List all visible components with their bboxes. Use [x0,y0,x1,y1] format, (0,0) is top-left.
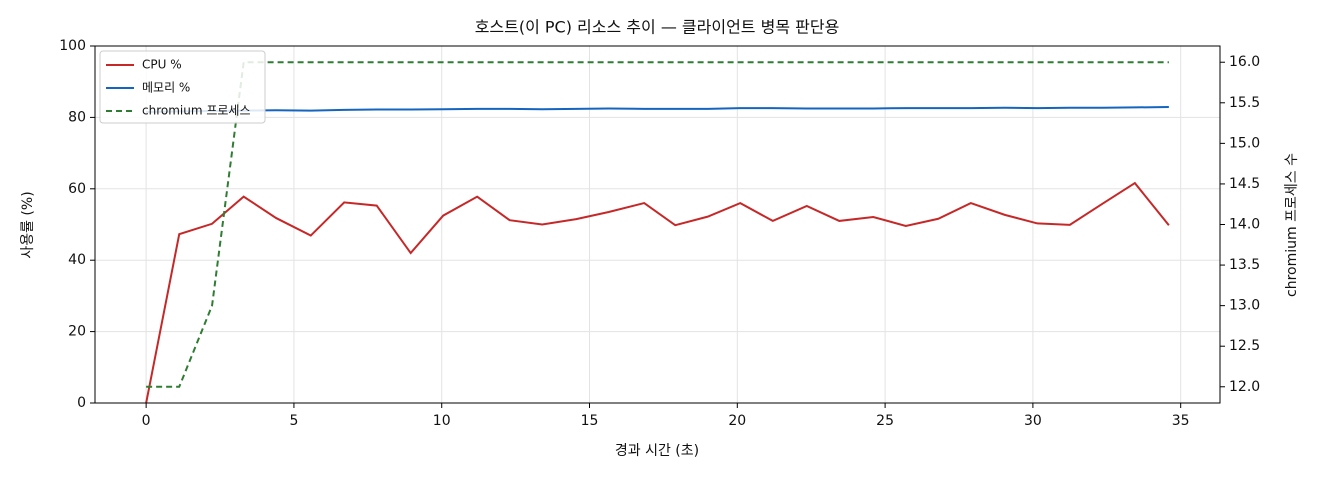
x-tick-label: 25 [876,413,894,429]
y-axis-label: 사용률 (%) [20,191,36,258]
y-tick-label: 100 [59,38,86,54]
y-tick-label: 40 [68,252,86,268]
data-line [145,181,1170,403]
x-tick-label: 10 [433,413,451,429]
y2-tick-label: 15.0 [1229,135,1260,151]
legend-label: chromium 프로세스 [142,104,251,118]
y2-tick-label: 13.0 [1229,298,1260,314]
x-tick-label: 0 [142,413,151,429]
x-tick-label: 35 [1172,413,1190,429]
y-tick-label: 20 [68,324,86,340]
y2-tick-label: 12.0 [1229,379,1260,395]
y-tick-label: 0 [77,395,86,411]
y-tick-label: 60 [68,181,86,197]
y2-tick-label: 15.5 [1229,95,1260,111]
legend-box [99,50,266,124]
plot-frame [94,45,1221,404]
x-tick-label: 20 [728,413,746,429]
y2-tick-label: 13.5 [1229,257,1260,273]
y2-axis-label: chromium 프로세스 수 [1284,153,1300,297]
x-tick-label: 30 [1024,413,1042,429]
x-tick-label: 5 [289,413,298,429]
y2-tick-label: 16.0 [1229,54,1260,70]
data-line [146,61,1169,388]
y2-tick-label: 12.5 [1229,338,1260,354]
x-axis-label: 경과 시간 (초) [615,443,699,459]
chart-title: 호스트(이 PC) 리소스 추이 — 클라이언트 병목 판단용 [475,18,840,37]
data-line [146,106,1169,114]
y2-tick-label: 14.5 [1229,176,1260,192]
y2-tick-label: 14.0 [1229,217,1260,233]
x-tick-label: 15 [581,413,599,429]
legend-label: 메모리 % [142,81,190,95]
legend-label: CPU % [142,58,182,72]
y-tick-label: 80 [68,109,86,125]
